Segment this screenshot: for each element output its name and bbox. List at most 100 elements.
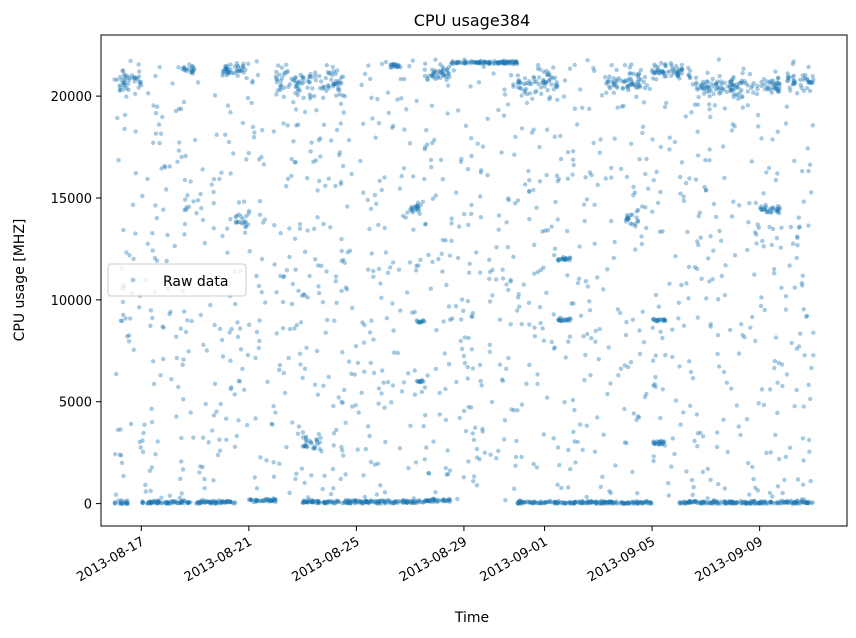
data-point bbox=[463, 428, 469, 434]
data-point bbox=[180, 66, 185, 72]
data-point bbox=[614, 67, 619, 73]
data-point bbox=[729, 500, 734, 506]
data-point bbox=[770, 226, 776, 232]
data-point bbox=[358, 158, 363, 164]
data-point bbox=[657, 229, 663, 234]
data-point bbox=[197, 500, 202, 506]
data-point bbox=[687, 499, 692, 505]
data-point bbox=[811, 353, 816, 358]
data-point bbox=[713, 82, 719, 87]
data-point bbox=[513, 134, 518, 140]
data-point bbox=[241, 64, 246, 70]
data-point bbox=[331, 69, 336, 74]
data-point bbox=[669, 464, 674, 469]
data-point bbox=[762, 206, 767, 211]
data-point bbox=[390, 500, 395, 505]
data-point bbox=[619, 104, 625, 109]
data-point bbox=[740, 80, 745, 86]
data-point bbox=[661, 70, 666, 76]
data-point bbox=[316, 263, 321, 268]
data-point bbox=[333, 78, 339, 84]
data-point bbox=[212, 501, 218, 506]
data-point bbox=[328, 491, 334, 497]
data-point bbox=[752, 501, 757, 506]
data-point bbox=[342, 387, 347, 393]
data-point bbox=[683, 500, 689, 505]
data-point bbox=[667, 281, 672, 286]
data-point bbox=[773, 501, 778, 506]
data-point bbox=[572, 407, 577, 413]
data-point bbox=[228, 500, 233, 505]
data-point bbox=[549, 339, 554, 345]
data-point bbox=[190, 70, 195, 75]
data-point bbox=[494, 245, 499, 250]
data-point bbox=[389, 62, 395, 67]
data-point bbox=[284, 62, 289, 67]
data-point bbox=[119, 77, 124, 83]
data-point bbox=[167, 164, 172, 169]
data-point bbox=[630, 501, 635, 506]
data-point bbox=[565, 256, 570, 261]
data-point bbox=[522, 500, 528, 505]
data-point bbox=[794, 501, 800, 506]
data-point bbox=[608, 499, 613, 504]
data-point bbox=[799, 85, 804, 91]
data-point bbox=[515, 308, 520, 313]
data-point bbox=[693, 499, 698, 504]
data-point bbox=[777, 207, 782, 212]
data-point bbox=[431, 498, 436, 504]
data-point bbox=[390, 301, 395, 306]
data-point bbox=[659, 61, 664, 66]
data-point bbox=[376, 222, 381, 228]
data-point bbox=[787, 445, 793, 450]
data-point bbox=[522, 500, 527, 505]
data-point bbox=[745, 103, 751, 108]
data-point bbox=[244, 75, 249, 81]
data-point bbox=[675, 72, 680, 78]
data-point bbox=[595, 182, 600, 188]
data-point bbox=[626, 215, 631, 221]
data-point bbox=[497, 317, 503, 322]
data-point bbox=[510, 58, 515, 64]
data-point bbox=[633, 224, 638, 229]
data-point bbox=[446, 471, 451, 477]
data-point bbox=[531, 461, 536, 467]
data-point bbox=[300, 500, 305, 505]
data-point bbox=[149, 406, 154, 411]
data-point bbox=[695, 129, 700, 134]
data-point bbox=[214, 409, 219, 414]
data-point bbox=[603, 500, 608, 505]
data-point bbox=[625, 364, 631, 370]
data-point bbox=[488, 452, 493, 457]
data-point bbox=[469, 153, 474, 159]
data-point bbox=[663, 318, 668, 324]
data-point bbox=[341, 110, 346, 115]
data-point bbox=[143, 489, 148, 494]
data-point bbox=[593, 339, 598, 344]
data-point bbox=[649, 67, 655, 73]
data-point bbox=[792, 158, 797, 163]
data-point bbox=[549, 82, 554, 87]
data-point bbox=[240, 216, 245, 222]
data-point bbox=[356, 500, 361, 505]
data-point bbox=[663, 64, 668, 69]
data-point bbox=[320, 486, 325, 492]
data-point bbox=[754, 232, 759, 237]
data-point bbox=[362, 369, 367, 374]
data-point bbox=[393, 499, 398, 504]
data-point bbox=[222, 66, 228, 72]
data-point bbox=[300, 435, 306, 440]
data-point bbox=[292, 236, 298, 241]
data-point bbox=[567, 501, 573, 506]
data-point bbox=[696, 500, 701, 506]
data-point bbox=[256, 283, 262, 289]
data-point bbox=[668, 68, 673, 74]
data-point bbox=[512, 60, 517, 65]
data-point bbox=[743, 501, 748, 506]
data-point bbox=[479, 383, 484, 388]
data-point bbox=[121, 87, 126, 92]
data-point bbox=[449, 221, 454, 226]
data-point bbox=[728, 501, 733, 506]
data-point bbox=[740, 501, 745, 506]
data-point bbox=[694, 266, 700, 271]
